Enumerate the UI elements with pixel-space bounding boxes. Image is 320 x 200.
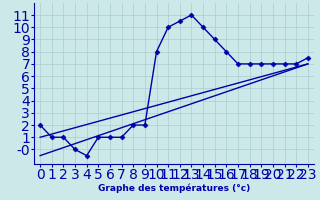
X-axis label: Graphe des températures (°c): Graphe des températures (°c) [98, 184, 250, 193]
